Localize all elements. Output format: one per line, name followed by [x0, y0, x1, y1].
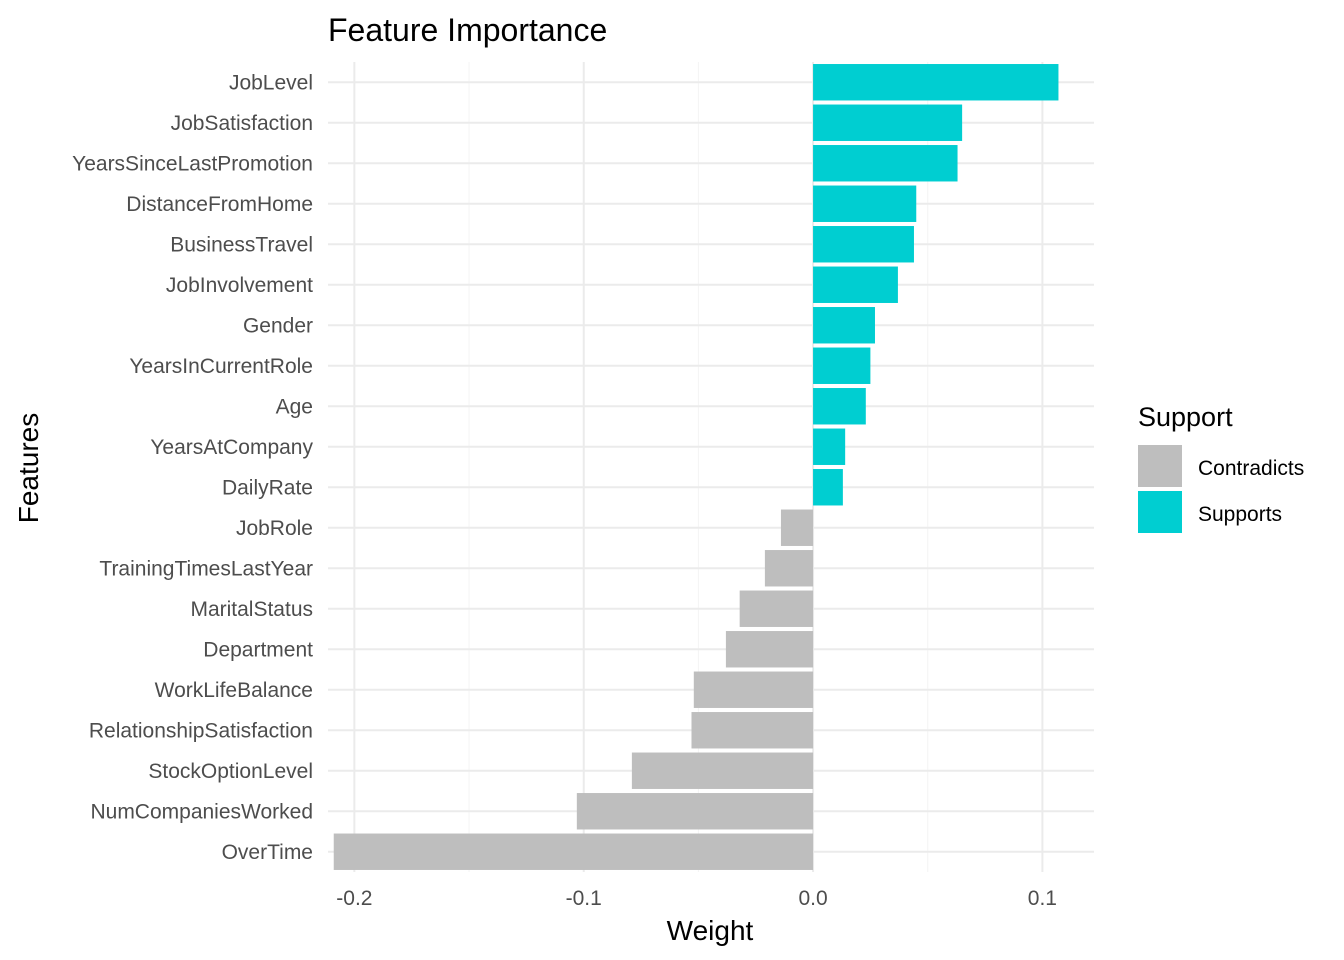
bar-Department: [725, 631, 814, 668]
bar-Age: [813, 388, 866, 425]
bar-JobLevel: [813, 64, 1059, 101]
bar-NumCompaniesWorked: [576, 793, 814, 830]
y-tick-label: Gender: [243, 314, 313, 337]
bar-TrainingTimesLastYear: [764, 550, 814, 587]
x-tick-label: -0.2: [336, 887, 372, 910]
bar-DailyRate: [813, 469, 843, 506]
bar-BusinessTravel: [813, 226, 914, 263]
x-tick-label: 0.0: [798, 887, 827, 910]
y-tick-label: YearsSinceLastPromotion: [72, 152, 313, 175]
legend-swatch-supports: [1138, 491, 1182, 533]
y-tick-label: DailyRate: [222, 476, 313, 499]
chart-title: Feature Importance: [328, 12, 607, 48]
legend: Support Contradicts Supports: [1138, 402, 1304, 533]
bar-WorkLifeBalance: [693, 671, 814, 708]
legend-label-supports: Supports: [1198, 503, 1282, 526]
bar-DistanceFromHome: [813, 185, 917, 222]
legend-label-contradicts: Contradicts: [1198, 457, 1304, 480]
bar-JobSatisfaction: [813, 104, 963, 141]
bar-YearsSinceLastPromotion: [813, 145, 958, 182]
y-tick-label: RelationshipSatisfaction: [89, 719, 313, 742]
bar-JobInvolvement: [813, 266, 898, 303]
y-tick-label: StockOptionLevel: [148, 760, 313, 783]
bar-YearsInCurrentRole: [813, 347, 871, 384]
y-tick-label: JobRole: [236, 517, 313, 540]
bar-StockOptionLevel: [631, 752, 814, 789]
y-tick-label: YearsAtCompany: [150, 436, 313, 459]
x-tick-labels: -0.2 -0.1 0.0 0.1: [336, 887, 1057, 910]
minor-grid: [468, 62, 929, 872]
y-tick-label: JobInvolvement: [166, 274, 313, 297]
x-tick-label: -0.1: [566, 887, 602, 910]
y-tick-label: Department: [203, 638, 313, 661]
bar-RelationshipSatisfaction: [691, 712, 814, 749]
y-tick-label: DistanceFromHome: [126, 193, 313, 216]
x-axis-title: Weight: [667, 915, 754, 946]
y-tick-label: JobLevel: [229, 71, 313, 94]
y-tick-label: BusinessTravel: [170, 233, 313, 256]
y-tick-label: NumCompaniesWorked: [90, 800, 313, 823]
y-tick-label: WorkLifeBalance: [155, 679, 313, 702]
y-tick-label: OverTime: [222, 841, 313, 864]
bar-OverTime: [333, 833, 814, 870]
bar-YearsAtCompany: [813, 428, 846, 465]
x-tick-label: 0.1: [1028, 887, 1057, 910]
bar-Gender: [813, 307, 875, 344]
legend-swatch-contradicts: [1138, 445, 1182, 487]
bar-MaritalStatus: [739, 590, 814, 627]
y-tick-label: TrainingTimesLastYear: [99, 557, 313, 580]
y-tick-labels: JobLevel JobSatisfaction YearsSinceLastPro…: [72, 71, 313, 864]
y-tick-label: JobSatisfaction: [171, 112, 313, 135]
y-tick-label: YearsInCurrentRole: [129, 355, 313, 378]
y-tick-label: MaritalStatus: [190, 598, 313, 621]
legend-title: Support: [1138, 402, 1233, 432]
bar-JobRole: [780, 509, 814, 546]
y-axis-title: Features: [13, 413, 44, 524]
bars: [333, 64, 1059, 870]
major-grid: [328, 62, 1094, 872]
y-tick-label: Age: [276, 395, 313, 418]
